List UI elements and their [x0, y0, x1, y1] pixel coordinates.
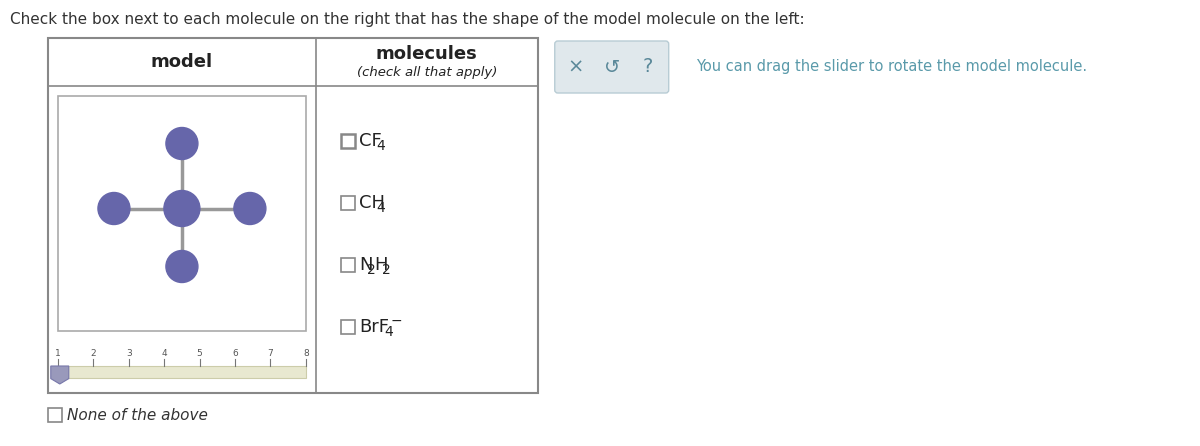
- Text: 4: 4: [376, 139, 384, 153]
- Text: molecules: molecules: [376, 45, 478, 63]
- Bar: [341, 196, 355, 210]
- Text: model: model: [151, 53, 212, 71]
- Text: ?: ?: [642, 58, 653, 77]
- Bar: [341, 320, 355, 334]
- Bar: [341, 258, 355, 272]
- Text: 2: 2: [90, 349, 96, 358]
- Text: H: H: [374, 256, 388, 274]
- Circle shape: [166, 128, 198, 160]
- Bar: [341, 134, 355, 148]
- Text: CF: CF: [359, 132, 382, 150]
- Text: BrF: BrF: [359, 318, 389, 336]
- Circle shape: [234, 193, 266, 224]
- Circle shape: [166, 251, 198, 282]
- Text: 1: 1: [55, 349, 61, 358]
- Text: 3: 3: [126, 349, 132, 358]
- Text: 4: 4: [162, 349, 167, 358]
- Text: 2: 2: [367, 263, 376, 277]
- Text: ×: ×: [568, 58, 584, 77]
- Text: 4: 4: [376, 201, 384, 215]
- Text: 7: 7: [268, 349, 274, 358]
- Bar: [58, 366, 306, 378]
- Circle shape: [164, 190, 200, 227]
- Polygon shape: [50, 366, 68, 384]
- Circle shape: [98, 193, 130, 224]
- Text: ↺: ↺: [604, 58, 620, 77]
- Text: You can drag the slider to rotate the model molecule.: You can drag the slider to rotate the mo…: [696, 59, 1087, 74]
- Bar: [48, 38, 538, 393]
- Bar: [48, 408, 62, 422]
- Bar: [58, 96, 306, 331]
- Text: 8: 8: [302, 349, 308, 358]
- Text: (check all that apply): (check all that apply): [356, 66, 497, 79]
- Text: 2: 2: [383, 263, 391, 277]
- Text: 4: 4: [384, 325, 394, 339]
- Text: N: N: [359, 256, 372, 274]
- Text: None of the above: None of the above: [67, 408, 208, 422]
- Text: Check the box next to each molecule on the right that has the shape of the model: Check the box next to each molecule on t…: [10, 12, 805, 27]
- Text: 6: 6: [232, 349, 238, 358]
- Text: −: −: [391, 314, 402, 328]
- Text: CH: CH: [359, 194, 385, 212]
- FancyBboxPatch shape: [554, 41, 668, 93]
- Text: 5: 5: [197, 349, 203, 358]
